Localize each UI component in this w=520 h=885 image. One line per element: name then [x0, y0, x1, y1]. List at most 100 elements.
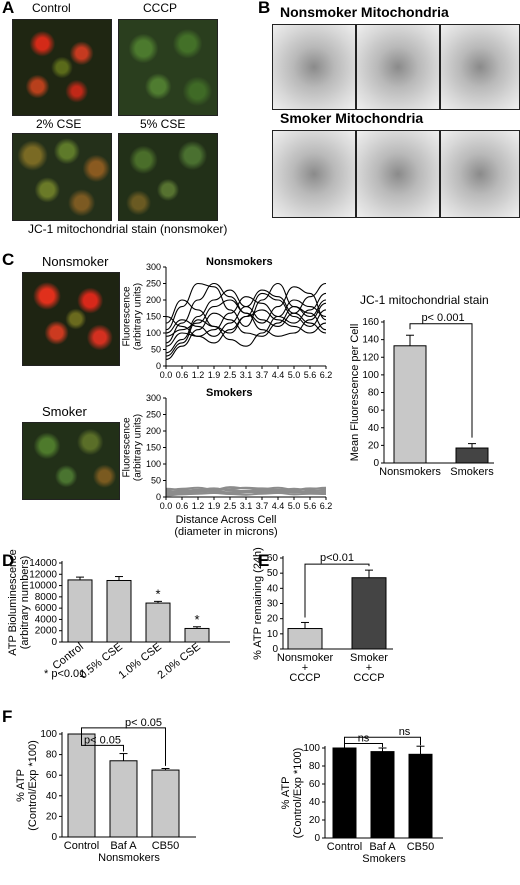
x-tick-label: 4.4: [272, 501, 285, 511]
micrograph-2pct-cse: [12, 133, 112, 221]
series-line-5: [165, 489, 327, 495]
y-tick-label: 10000: [29, 581, 57, 592]
significance-bracket-1: [81, 731, 124, 752]
x-category-label: Nonsmoker + CCCP: [277, 652, 334, 684]
ns-annotation-1: ns: [358, 733, 370, 745]
x-category-label: Baf A: [369, 841, 396, 853]
y-axis-label-line: (arbitrary numbers): [19, 556, 31, 650]
y-tick-label: 0: [51, 832, 57, 843]
series-line-6: [165, 309, 327, 347]
bar-0: [67, 733, 96, 838]
y-tick-label: 200: [146, 426, 161, 436]
y-tick-label: 6000: [35, 603, 58, 614]
y-tick-label: 20: [309, 815, 321, 826]
x-category-label: Control: [327, 841, 362, 853]
x-tick-label: 4.4: [272, 370, 285, 380]
panel-label-d: D: [2, 551, 15, 570]
y-tick-label: 0: [314, 833, 320, 844]
y-tick-label: 140: [362, 335, 379, 346]
ns-annotation-2: ns: [399, 726, 411, 738]
y-tick-label: 40: [46, 791, 58, 802]
x-tick-label: 0.0: [160, 370, 173, 380]
x-tick-label: 1.9: [208, 370, 221, 380]
panel-label-a: A: [2, 0, 15, 17]
y-tick-label: 12000: [29, 569, 57, 580]
y-axis-label: % ATP remaining (24h): [252, 547, 264, 660]
y-axis-label: Fluorescence (arbitrary units): [122, 283, 144, 350]
micrograph-5pct-cse: [118, 133, 218, 221]
y-axis-label-line: (Control/Exp *100): [292, 748, 304, 839]
y-axis-label: % ATP (Control/Exp *100): [15, 740, 39, 831]
series-line-7: [165, 292, 327, 337]
y-tick-label: 20: [267, 614, 279, 625]
y-tick-label: 0: [51, 637, 57, 648]
chart-title: Nonsmokers: [206, 256, 273, 268]
significance-bracket: [409, 323, 473, 438]
y-tick-label: 80: [368, 388, 380, 399]
y-axis-label-line: (Control/Exp *100): [27, 740, 39, 831]
x-axis-label: Nonsmokers: [98, 852, 160, 864]
y-tick-label: 4000: [35, 614, 58, 625]
panel-d-footnote: * p<0.01: [44, 668, 86, 680]
y-axis-label: % ATP (Control/Exp *100): [280, 748, 304, 839]
y-tick-label: 8000: [35, 592, 58, 603]
y-tick-label: 50: [151, 476, 161, 486]
y-axis-label-line: Fluorescence: [122, 286, 133, 346]
bar-1: [351, 577, 387, 650]
y-axis-label-line: (arbitrary units): [133, 414, 144, 481]
x-tick-label: 5.0: [288, 501, 301, 511]
image-caption-2pct-cse: 2% CSE: [36, 117, 82, 131]
x-tick-label: 5.6: [304, 370, 317, 380]
bar-0: [332, 747, 357, 839]
image-caption-cccp: CCCP: [143, 1, 178, 15]
panel-label-f: F: [2, 707, 13, 726]
y-tick-label: 250: [146, 279, 161, 289]
p-value-annotation-1: p< 0.05: [84, 734, 121, 746]
y-tick-label: 0: [272, 644, 278, 655]
x-tick-label: 3.7: [256, 370, 269, 380]
series-line-4: [165, 492, 327, 497]
x-tick-label: 1.2: [192, 501, 205, 511]
bar-1: [109, 760, 138, 838]
y-tick-label: 0: [156, 361, 161, 371]
y-tick-label: 120: [362, 352, 379, 363]
series-line-4: [165, 306, 327, 360]
y-tick-label: 40: [267, 583, 279, 594]
y-tick-label: 150: [146, 443, 161, 453]
y-tick-label: 60: [46, 770, 58, 781]
y-tick-label: 50: [267, 568, 279, 579]
y-tick-label: 40: [368, 423, 380, 434]
significance-star-3: *: [194, 612, 199, 627]
y-tick-label: 0: [373, 458, 379, 469]
y-tick-label: 150: [146, 312, 161, 322]
micrograph-cccp: [118, 19, 218, 116]
x-category-label: Control: [64, 840, 99, 852]
bar-2: [151, 769, 180, 838]
x-tick-label: 1.9: [208, 501, 221, 511]
y-tick-label: 20: [46, 811, 58, 822]
panel-label-c: C: [2, 250, 15, 269]
x-tick-label: 5.6: [304, 501, 317, 511]
series-line-9: [165, 289, 327, 337]
y-axis-label-line: Fluorescence: [122, 417, 133, 477]
y-tick-label: 160: [362, 317, 379, 328]
significance-bracket: [304, 563, 370, 618]
significance-bracket-2: [81, 727, 166, 766]
x-category-label: Smokers: [450, 466, 494, 478]
em-image-smoker-1: [272, 130, 356, 218]
y-tick-label: 30: [267, 599, 279, 610]
y-tick-label: 2000: [35, 626, 58, 637]
x-tick-label: 0.6: [176, 501, 189, 511]
chart-title: Smokers: [206, 387, 252, 399]
x-category-label: Nonsmokers: [379, 466, 441, 478]
panel-label-e: E: [258, 551, 270, 570]
bar-0: [67, 579, 93, 643]
image-caption-nonsmoker: Nonsmoker: [42, 254, 109, 269]
bar-1: [106, 579, 132, 643]
y-tick-label: 100: [40, 729, 57, 740]
p-value-annotation-2: p< 0.05: [125, 717, 162, 729]
